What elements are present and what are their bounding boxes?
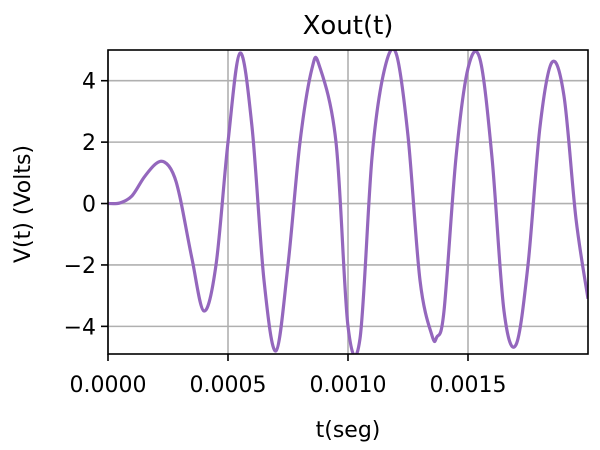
y-tick-label: −2 [64,254,96,279]
x-tick-label: 0.0000 [70,373,147,398]
y-tick-label: 4 [82,70,96,95]
series-line [108,50,588,354]
y-tick-label: 0 [82,193,96,218]
y-tick-label: −4 [64,315,96,340]
x-tick-label: 0.0005 [190,373,267,398]
plot-area [108,50,588,354]
chart-title: Xout(t) [303,11,394,41]
y-tick-label: 2 [82,131,96,156]
y-axis-label: V(t) (Volts) [11,145,36,263]
x-axis-label: t(seg) [316,418,381,443]
x-tick-label: 0.0010 [310,373,387,398]
x-axis: 0.0000 0.0005 0.0010 0.0015 [70,354,507,398]
y-axis: 4 2 0 −2 −4 [64,70,108,340]
x-tick-label: 0.0015 [430,373,507,398]
